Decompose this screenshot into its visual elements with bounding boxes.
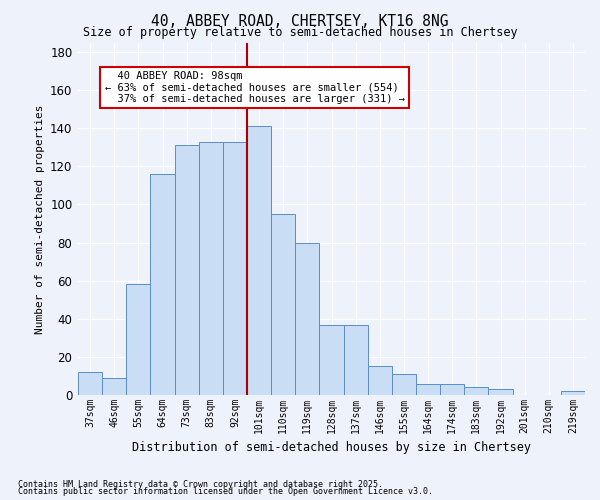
Bar [247, 126, 271, 395]
Bar [295, 242, 319, 395]
Bar [561, 391, 585, 395]
Text: Contains HM Land Registry data © Crown copyright and database right 2025.: Contains HM Land Registry data © Crown c… [18, 480, 383, 489]
Bar [416, 384, 440, 395]
Bar [271, 214, 295, 395]
Bar [368, 366, 392, 395]
X-axis label: Distribution of semi-detached houses by size in Chertsey: Distribution of semi-detached houses by … [132, 442, 531, 454]
Bar [151, 174, 175, 395]
Text: Contains public sector information licensed under the Open Government Licence v3: Contains public sector information licen… [18, 488, 433, 496]
Bar [344, 324, 368, 395]
Bar [78, 372, 102, 395]
Bar [440, 384, 464, 395]
Bar [175, 146, 199, 395]
Bar [319, 324, 344, 395]
Bar [199, 142, 223, 395]
Y-axis label: Number of semi-detached properties: Number of semi-detached properties [35, 104, 44, 334]
Bar [464, 388, 488, 395]
Bar [126, 284, 151, 395]
Bar [223, 142, 247, 395]
Bar [488, 390, 512, 395]
Text: 40 ABBEY ROAD: 98sqm
← 63% of semi-detached houses are smaller (554)
  37% of se: 40 ABBEY ROAD: 98sqm ← 63% of semi-detac… [104, 71, 404, 104]
Text: Size of property relative to semi-detached houses in Chertsey: Size of property relative to semi-detach… [83, 26, 517, 39]
Text: 40, ABBEY ROAD, CHERTSEY, KT16 8NG: 40, ABBEY ROAD, CHERTSEY, KT16 8NG [151, 14, 449, 29]
Bar [392, 374, 416, 395]
Bar [102, 378, 126, 395]
